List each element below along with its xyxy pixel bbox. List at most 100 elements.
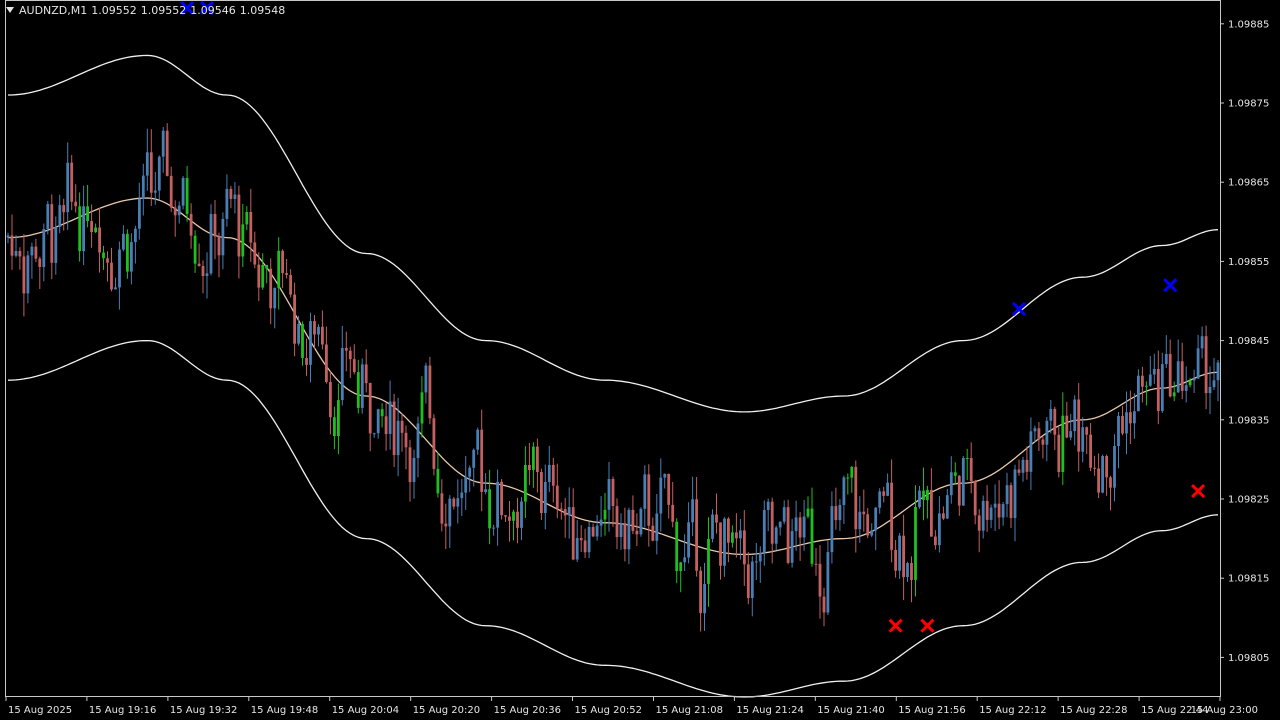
- candle: [1101, 454, 1104, 494]
- price-axis[interactable]: 1.09885 1.09875 1.09865 1.09855 1.09845 1.098…: [1220, 19, 1269, 664]
- time-tick-label: 15 Aug 2025: [8, 705, 72, 716]
- price-tick-label: 1.09875: [1228, 99, 1269, 110]
- candle: [910, 556, 913, 603]
- candle: [599, 496, 603, 537]
- candle: [969, 442, 973, 494]
- candle: [965, 448, 969, 481]
- candle: [1097, 453, 1100, 499]
- candle: [774, 525, 778, 551]
- candle: [1109, 475, 1112, 511]
- candle: [914, 485, 917, 597]
- candle: [699, 566, 702, 632]
- time-tick-label: 15 Aug 23:00: [1191, 705, 1258, 716]
- candle: [169, 166, 173, 212]
- candle: [1029, 417, 1033, 491]
- candle: [1045, 417, 1049, 462]
- lower-band: [7, 339, 1219, 698]
- candle: [782, 500, 786, 525]
- candle: [854, 460, 858, 553]
- chevron-down-icon[interactable]: [6, 7, 14, 13]
- candle: [50, 194, 54, 280]
- time-tick-label: 15 Aug 20:52: [575, 705, 642, 716]
- candle: [229, 186, 233, 209]
- candle: [126, 229, 129, 279]
- candle: [786, 499, 790, 565]
- candle: [778, 521, 782, 536]
- candle: [480, 409, 484, 512]
- candle: [1061, 392, 1065, 485]
- candle: [886, 473, 889, 497]
- candle: [1129, 390, 1132, 444]
- candle: [870, 523, 874, 538]
- time-tick-label: 15 Aug 20:20: [413, 705, 480, 716]
- sell-signal-icon: [888, 618, 903, 633]
- candle: [257, 252, 261, 302]
- candle: [890, 459, 893, 563]
- candle: [993, 484, 997, 531]
- candle: [285, 259, 288, 279]
- sell-signal-icon: [1191, 484, 1206, 499]
- candle: [404, 425, 408, 470]
- candle: [205, 252, 209, 299]
- candle: [344, 331, 348, 372]
- candle: [1053, 406, 1057, 450]
- candle: [1192, 369, 1196, 393]
- candle: [1160, 352, 1164, 413]
- candle: [1037, 422, 1041, 451]
- time-tick-label: 15 Aug 20:04: [332, 705, 399, 716]
- candle: [233, 182, 237, 214]
- price-tick-label: 1.09885: [1228, 19, 1269, 30]
- candle: [6, 232, 10, 244]
- candle: [695, 477, 698, 577]
- candle: [14, 235, 18, 258]
- candle: [679, 561, 683, 593]
- candle: [794, 500, 798, 551]
- candle: [591, 523, 595, 538]
- candle: [790, 518, 794, 568]
- candle: [938, 496, 941, 553]
- candle: [922, 467, 925, 521]
- time-axis[interactable]: 15 Aug 2025 15 Aug 19:16 15 Aug 19:32 15 Au…: [5, 697, 1258, 716]
- time-tick-label: 15 Aug 21:08: [656, 705, 723, 716]
- buy-signal-icon: [1011, 301, 1027, 316]
- candle: [846, 473, 850, 495]
- candle: [961, 455, 965, 506]
- candle: [874, 507, 878, 551]
- candle: [918, 486, 921, 509]
- candle: [297, 315, 300, 346]
- candle: [623, 507, 627, 562]
- price-tick-label: 1.09845: [1228, 336, 1269, 347]
- candle: [102, 245, 105, 270]
- candle: [237, 185, 241, 279]
- candle: [1005, 472, 1009, 518]
- candle: [388, 380, 392, 450]
- candle: [945, 488, 949, 519]
- candle: [754, 543, 758, 580]
- candle: [735, 513, 738, 558]
- candle: [1152, 353, 1156, 384]
- high-value: 1.09552: [140, 3, 187, 17]
- candle: [898, 533, 901, 579]
- candle: [1208, 366, 1212, 415]
- candle: [1081, 417, 1085, 463]
- candle: [798, 512, 802, 561]
- candle: [504, 515, 507, 522]
- candle: [512, 509, 515, 541]
- candle: [197, 243, 201, 267]
- candle: [567, 487, 571, 539]
- candle: [448, 495, 452, 548]
- candle: [384, 402, 388, 451]
- candle: [579, 525, 583, 552]
- candle: [38, 256, 42, 289]
- candle: [1093, 455, 1096, 476]
- candle: [356, 359, 360, 414]
- candle: [643, 465, 647, 528]
- candle: [82, 185, 85, 266]
- candle: [826, 540, 830, 615]
- candle: [1069, 413, 1073, 441]
- candle: [1033, 425, 1037, 442]
- low-value: 1.09546: [190, 3, 236, 17]
- buy-signal-icon: [199, 0, 215, 15]
- candle: [894, 540, 897, 578]
